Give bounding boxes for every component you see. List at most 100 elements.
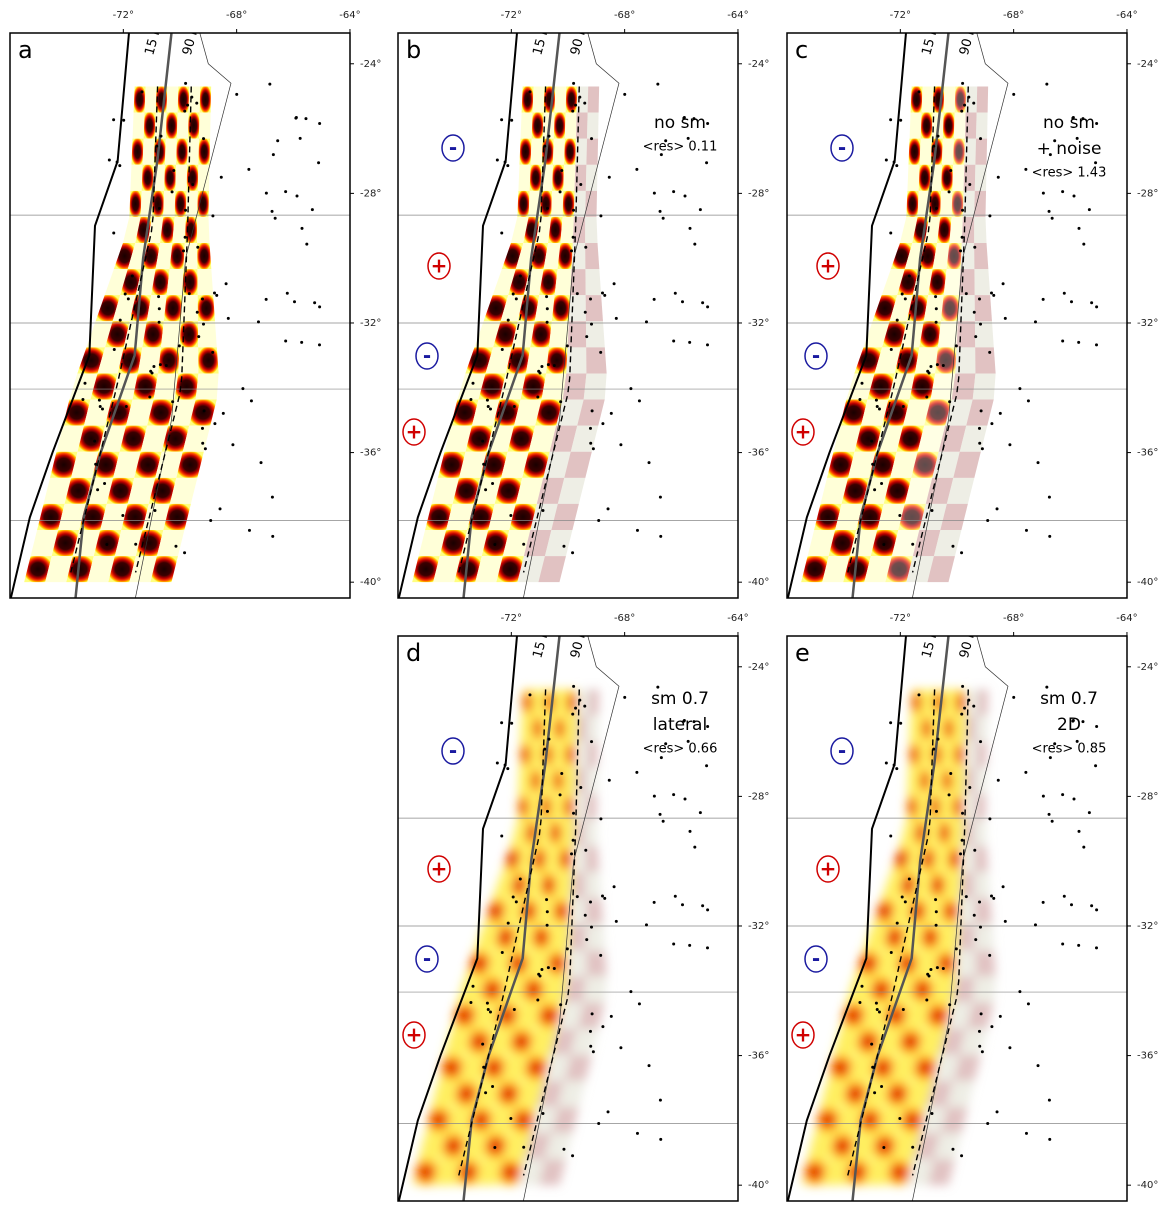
- station: [599, 214, 602, 217]
- strip-cell: [586, 165, 598, 191]
- station: [559, 190, 562, 193]
- station: [1051, 217, 1054, 220]
- station: [1088, 208, 1091, 211]
- station: [96, 488, 99, 491]
- station: [1094, 764, 1097, 767]
- strip-cell: [552, 898, 570, 924]
- station: [988, 954, 991, 957]
- station: [583, 705, 586, 708]
- station: [159, 135, 162, 138]
- lon-tick-label: -64°: [727, 10, 748, 21]
- strip-cell: [921, 716, 933, 742]
- station: [925, 999, 928, 1002]
- station: [990, 1025, 993, 1028]
- station: [589, 1045, 592, 1048]
- strip-cell: [908, 139, 920, 165]
- strip-cell: [546, 950, 567, 976]
- strip-cell: [564, 139, 576, 165]
- station: [547, 738, 550, 741]
- strip-cell: [555, 86, 567, 112]
- strip-cell: [940, 191, 952, 217]
- station: [171, 400, 174, 403]
- station: [295, 116, 298, 119]
- station: [896, 922, 899, 925]
- station: [547, 363, 550, 366]
- station: [121, 514, 124, 517]
- strip-cell: [563, 373, 587, 399]
- station: [487, 1008, 490, 1011]
- station: [688, 944, 691, 947]
- strip-cell: [131, 139, 143, 165]
- station: [1024, 771, 1027, 774]
- station: [1090, 904, 1093, 907]
- panel-letter: a: [18, 36, 33, 64]
- strip-cell: [521, 716, 533, 742]
- station: [935, 910, 938, 913]
- strip-cell: [587, 113, 599, 139]
- station: [196, 311, 199, 314]
- station: [148, 396, 151, 399]
- strip-cell: [975, 347, 995, 373]
- station: [546, 910, 549, 913]
- strip-cell: [554, 716, 566, 742]
- station: [968, 786, 971, 789]
- strip-cell: [974, 872, 990, 898]
- contour-label: 90 km: [957, 617, 982, 660]
- station: [934, 898, 937, 901]
- panel-letter: c: [795, 36, 808, 64]
- station: [706, 343, 709, 346]
- station: [184, 82, 187, 85]
- station: [908, 878, 911, 881]
- station: [693, 846, 696, 849]
- station: [105, 543, 108, 546]
- station: [875, 399, 878, 402]
- station: [300, 341, 303, 344]
- station: [1095, 946, 1098, 949]
- station: [183, 110, 186, 113]
- lat-tick-label: -28°: [748, 188, 769, 199]
- strip-cell: [963, 794, 975, 820]
- station: [1018, 990, 1021, 993]
- station: [507, 922, 510, 925]
- lat-tick-label: -36°: [748, 1051, 769, 1062]
- strip-cell: [166, 113, 178, 139]
- station: [951, 545, 954, 548]
- station: [978, 1045, 981, 1048]
- strip-cell: [929, 794, 941, 820]
- lat-tick-label: -24°: [1137, 662, 1158, 673]
- strip-cell: [565, 716, 577, 742]
- station: [286, 292, 289, 295]
- strip-cell: [907, 165, 919, 191]
- station: [589, 427, 592, 430]
- station: [674, 895, 677, 898]
- station: [901, 292, 904, 295]
- lat-tick-label: -28°: [1137, 791, 1158, 802]
- station: [522, 1146, 525, 1149]
- map-panel: 15 km90 km-72°-68°-64°-24°-28°-32°-36°-4…: [10, 10, 381, 602]
- station: [553, 364, 556, 367]
- station: [489, 407, 492, 410]
- station: [182, 249, 185, 252]
- strip-cell: [568, 321, 587, 347]
- strip-cell: [576, 113, 588, 139]
- strip-cell: [935, 347, 956, 373]
- station: [1061, 190, 1064, 193]
- strip-cell: [952, 191, 964, 217]
- station: [636, 529, 639, 532]
- station: [1073, 797, 1076, 800]
- lat-tick-label: -36°: [360, 448, 381, 459]
- station: [601, 422, 604, 425]
- station: [979, 323, 982, 326]
- station: [935, 307, 938, 310]
- strip-cell: [586, 139, 598, 165]
- strip-cell: [517, 191, 529, 217]
- station: [1070, 300, 1073, 303]
- station: [486, 399, 489, 402]
- contour-label: 15 km: [919, 617, 944, 660]
- station: [509, 1117, 512, 1120]
- station: [584, 311, 587, 314]
- station: [204, 447, 207, 450]
- station: [572, 236, 575, 239]
- station: [979, 137, 982, 140]
- station: [603, 897, 606, 900]
